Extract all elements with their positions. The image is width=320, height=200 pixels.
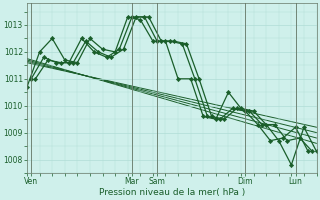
X-axis label: Pression niveau de la mer( hPa ): Pression niveau de la mer( hPa ) <box>99 188 245 197</box>
